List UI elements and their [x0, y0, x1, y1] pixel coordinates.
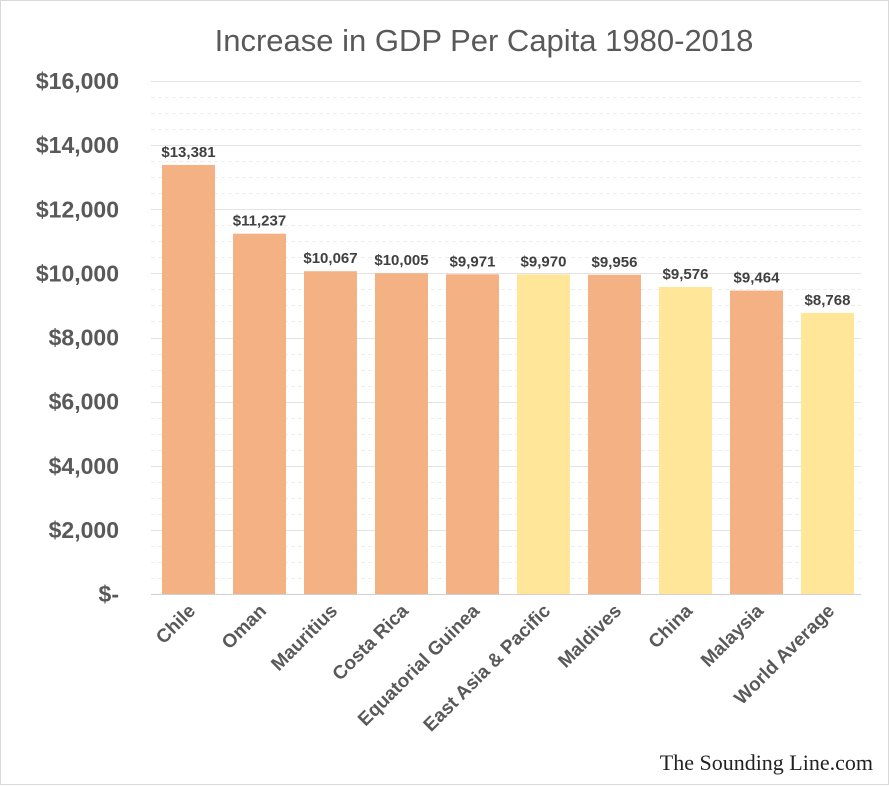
bar [233, 233, 286, 594]
x-tick-label: China [645, 600, 697, 652]
x-tick-label: Mauritius [267, 601, 342, 676]
y-tick-label: $8,000 [49, 325, 119, 351]
data-label: $9,971 [450, 253, 496, 270]
bar [730, 290, 783, 594]
bar [659, 286, 712, 594]
x-tick-label: Chile [152, 601, 200, 649]
bar [801, 312, 854, 594]
bar [517, 274, 570, 594]
data-label: $11,237 [233, 213, 286, 230]
data-label: $9,970 [521, 253, 567, 270]
x-tick-label: Equatorial Guinea [354, 600, 484, 730]
y-tick-label: $10,000 [36, 260, 119, 286]
x-tick-label: Maldives [554, 601, 626, 673]
x-tick-label: Malaysia [697, 600, 768, 671]
data-label: $10,067 [303, 250, 357, 267]
bar [446, 274, 499, 594]
y-tick-label: $6,000 [49, 389, 119, 415]
y-axis-ticks: $- $2,000 $4,000 $6,000 $8,000 $10,000 $12,000… [36, 68, 119, 607]
data-label: $8,768 [805, 292, 851, 309]
watermark-text: The Sounding Line.com [660, 750, 873, 775]
data-label: $9,956 [592, 254, 638, 271]
data-labels: $13,381 $11,237 $10,067 $10,005 $9,971 $9,970… [161, 144, 850, 309]
bars [162, 164, 854, 595]
bar [162, 164, 215, 595]
bar [375, 273, 428, 594]
data-label: $10,005 [374, 252, 428, 269]
data-label: $9,464 [734, 270, 781, 287]
y-tick-label: $- [99, 581, 119, 607]
y-tick-label: $4,000 [49, 453, 119, 479]
y-tick-label: $14,000 [36, 132, 119, 158]
y-tick-label: $12,000 [36, 196, 119, 222]
bar [304, 271, 357, 594]
x-tick-label: Oman [218, 601, 271, 654]
y-tick-label: $16,000 [36, 68, 119, 94]
bar [588, 274, 641, 594]
data-label: $13,381 [161, 144, 215, 161]
x-tick-label: East Asia & Pacific [420, 600, 556, 736]
chart-title: Increase in GDP Per Capita 1980-2018 [215, 23, 754, 58]
data-label: $9,576 [663, 266, 709, 283]
y-tick-label: $2,000 [49, 517, 119, 543]
